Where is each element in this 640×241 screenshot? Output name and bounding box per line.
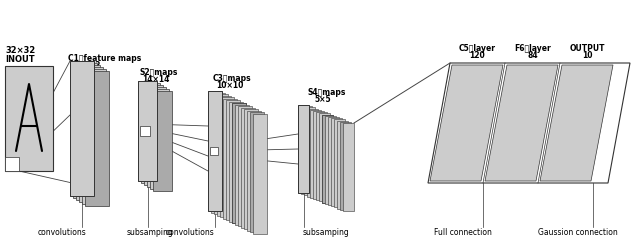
Bar <box>211 93 225 213</box>
Text: 32×32: 32×32 <box>5 46 35 55</box>
Bar <box>223 99 237 219</box>
Bar <box>328 117 339 205</box>
Bar <box>322 115 333 203</box>
Bar <box>140 126 150 136</box>
Bar <box>307 109 318 197</box>
Bar <box>298 105 309 193</box>
Bar <box>144 85 163 185</box>
Bar <box>76 65 100 200</box>
Bar <box>153 91 172 191</box>
Text: 14×14: 14×14 <box>142 75 170 84</box>
Text: subsamping: subsamping <box>303 228 349 237</box>
Bar <box>313 111 324 199</box>
Bar <box>79 67 103 202</box>
Bar <box>73 63 97 198</box>
Text: convolutions: convolutions <box>166 228 214 237</box>
Bar <box>85 71 109 206</box>
Bar <box>226 100 240 220</box>
Bar <box>147 87 166 187</box>
Bar <box>220 97 234 217</box>
Polygon shape <box>485 65 558 181</box>
Bar <box>214 94 228 214</box>
Bar <box>232 103 246 223</box>
Text: Full connection: Full connection <box>434 228 492 237</box>
Bar <box>82 69 106 204</box>
Bar <box>70 61 94 196</box>
Bar <box>244 109 258 229</box>
Bar <box>141 83 160 183</box>
Bar <box>217 95 231 215</box>
Bar <box>138 81 157 181</box>
Bar <box>232 103 246 223</box>
Bar <box>304 107 315 195</box>
Bar <box>247 111 261 230</box>
Text: F6：layer: F6：layer <box>514 44 551 53</box>
Bar <box>340 122 351 210</box>
Bar <box>138 81 157 181</box>
Text: 84: 84 <box>527 51 538 60</box>
Bar <box>310 110 321 198</box>
Bar <box>5 66 53 171</box>
Bar <box>334 119 345 208</box>
Text: 120: 120 <box>470 51 485 60</box>
Bar <box>70 61 94 196</box>
Polygon shape <box>428 63 630 183</box>
Bar <box>235 105 249 225</box>
Bar <box>343 123 354 211</box>
Polygon shape <box>430 65 503 181</box>
Bar <box>331 118 342 206</box>
Bar <box>301 106 312 194</box>
Bar <box>322 115 333 203</box>
Text: C3：maps: C3：maps <box>213 74 252 83</box>
Bar <box>208 91 222 211</box>
Bar <box>210 147 218 155</box>
Text: S4：maps: S4：maps <box>308 88 346 97</box>
Bar <box>319 114 330 201</box>
Text: INOUT: INOUT <box>5 55 35 64</box>
Text: convolutions: convolutions <box>37 228 86 237</box>
Text: 10: 10 <box>582 51 593 60</box>
Text: OUTPUT: OUTPUT <box>570 44 605 53</box>
Text: 32×32: 32×32 <box>74 61 101 70</box>
Text: 5×5: 5×5 <box>314 95 331 104</box>
Bar <box>229 101 243 221</box>
Bar <box>238 106 252 226</box>
Bar <box>150 89 169 189</box>
Text: S2：maps: S2：maps <box>140 68 179 77</box>
Bar <box>316 112 327 200</box>
Text: subsamping: subsamping <box>127 228 173 237</box>
Text: C5：layer: C5：layer <box>459 44 496 53</box>
Text: C1：feature maps: C1：feature maps <box>68 54 141 63</box>
Bar <box>325 116 336 204</box>
Polygon shape <box>540 65 613 181</box>
Text: Gaussion connection: Gaussion connection <box>538 228 618 237</box>
Bar <box>250 112 264 232</box>
Bar <box>241 107 255 228</box>
Bar <box>298 105 309 193</box>
Bar <box>5 157 19 171</box>
Bar <box>253 114 267 234</box>
Bar <box>208 91 222 211</box>
Text: 10×10: 10×10 <box>216 81 243 90</box>
Bar <box>337 120 348 209</box>
